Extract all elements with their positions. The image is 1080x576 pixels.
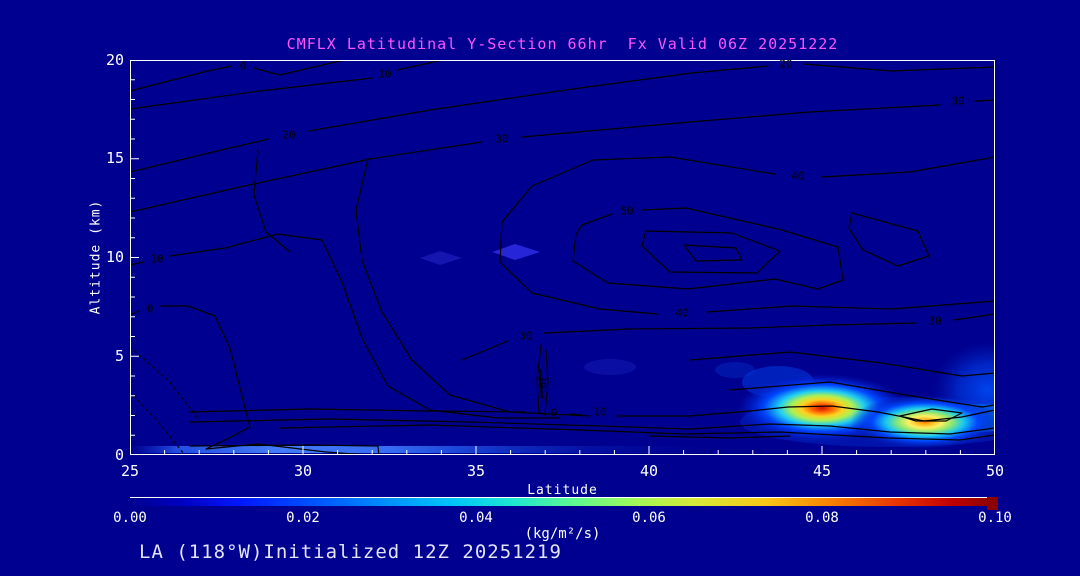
colorbar-tick-label: 0.00 [113, 510, 147, 526]
x-tick-label-45: 45 [812, 462, 832, 480]
colorbar-tick-label: 0.06 [632, 510, 666, 526]
colorbar-overflow-cap [987, 497, 998, 510]
colorbar-units-label: (kg/m²/s) [524, 526, 601, 542]
x-tick-label-35: 35 [466, 462, 486, 480]
x-tick-label-40: 40 [639, 462, 659, 480]
contour-label: 20 [779, 57, 793, 71]
colorbar-tick-label: 0.04 [459, 510, 493, 526]
contour-field-canvas [130, 60, 995, 455]
y-tick-label-15: 15 [105, 149, 124, 167]
contour-label: 30 [928, 314, 942, 328]
contour-label: 0 [146, 302, 154, 316]
y-tick-label-10: 10 [105, 248, 124, 266]
shaded-flux-features [130, 244, 995, 453]
contour-lines [130, 60, 995, 455]
contour-label: 30 [951, 94, 965, 108]
y-axis-title: Altitude (km) [88, 199, 104, 315]
colorbar [130, 497, 987, 506]
contour-label: 30 [535, 375, 549, 389]
contour-label: 0 [239, 59, 247, 73]
contour-label: 30 [495, 132, 509, 146]
contour-label: 30 [519, 329, 533, 343]
y-tick-label-5: 5 [114, 347, 124, 365]
colorbar-tick-label: 0.08 [805, 510, 839, 526]
x-tick-label-50: 50 [985, 462, 1005, 480]
chart-title: CMFLX Latitudinal Y-Section 66hr Fx Vali… [286, 35, 839, 53]
contour-label: 10 [593, 405, 607, 419]
y-axis-ticks [130, 60, 139, 455]
x-tick-label-30: 30 [293, 462, 313, 480]
contour-label: 10 [150, 252, 164, 266]
y-tick-label-20: 20 [105, 51, 124, 69]
x-axis-ticks [130, 446, 995, 455]
contour-label: 10 [378, 67, 392, 81]
colorbar-tick-label: 0.10 [978, 510, 1012, 526]
contour-label: 0 [550, 406, 558, 420]
contour-label: 40 [791, 169, 805, 183]
y-tick-label-0: 0 [114, 446, 124, 464]
contour-label: 20 [282, 128, 296, 142]
x-tick-label-25: 25 [120, 462, 140, 480]
init-annotation: LA (118°W)Initialized 12Z 20251219 [139, 541, 562, 563]
contour-label: 50 [620, 204, 634, 218]
plot-area: 0 10 20 30 20 30 40 50 40 30 10 0 30 30 … [130, 57, 995, 455]
colorbar-tick-label: 0.02 [286, 510, 320, 526]
contour-label: 40 [675, 306, 689, 320]
x-axis-title: Latitude [527, 483, 598, 498]
